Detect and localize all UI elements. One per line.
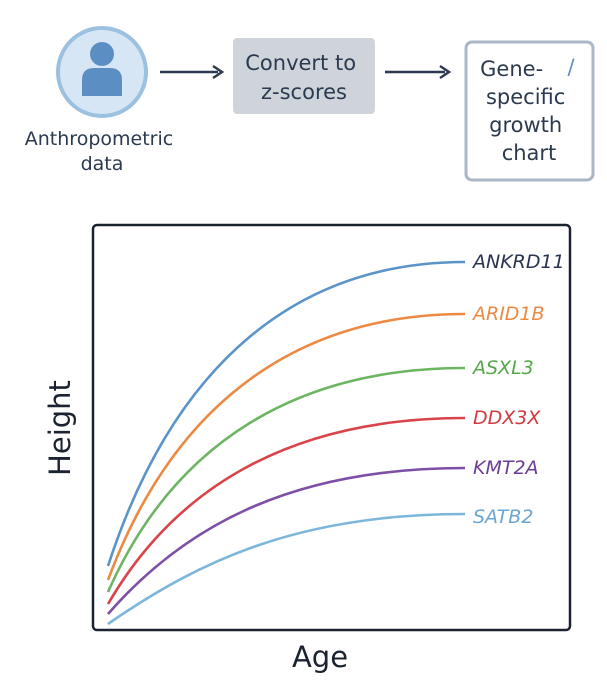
curve-label-kmt2a: KMT2A (473, 457, 539, 479)
curve-label-satb2: SATB2 (473, 506, 533, 528)
curve-labels: ANKRD11 ARID1B ASXL3 DDX3X KMT2A SATB2 (471, 251, 565, 528)
output-box (464, 40, 595, 182)
x-axis-title: Age (292, 640, 348, 674)
output-label: Gene- specific growth chart (480, 57, 572, 165)
curve-satb2 (107, 512, 466, 626)
growth-curves (106, 260, 466, 626)
curve-ddx3x (106, 416, 466, 605)
arrow-right-icon (160, 64, 225, 80)
curve-kmt2a (107, 466, 466, 615)
convert-label: Convert to z-scores (245, 51, 362, 104)
input-label: Anthropometric data (25, 128, 179, 175)
curve-label-ddx3x: DDX3X (473, 407, 541, 429)
curve-label-asxl3: ASXL3 (471, 357, 534, 379)
curve-label-ankrd11: ANKRD11 (471, 251, 565, 273)
convert-box (233, 38, 375, 114)
curve-asxl3 (106, 366, 466, 593)
arrow-right-icon (385, 64, 452, 80)
person-icon (56, 26, 148, 118)
curve-label-arid1b: ARID1B (471, 303, 545, 325)
curve-arid1b (106, 312, 466, 581)
curve-ankrd11 (106, 260, 466, 567)
y-axis-title: Height (43, 380, 77, 476)
output-mark: / (567, 55, 575, 79)
